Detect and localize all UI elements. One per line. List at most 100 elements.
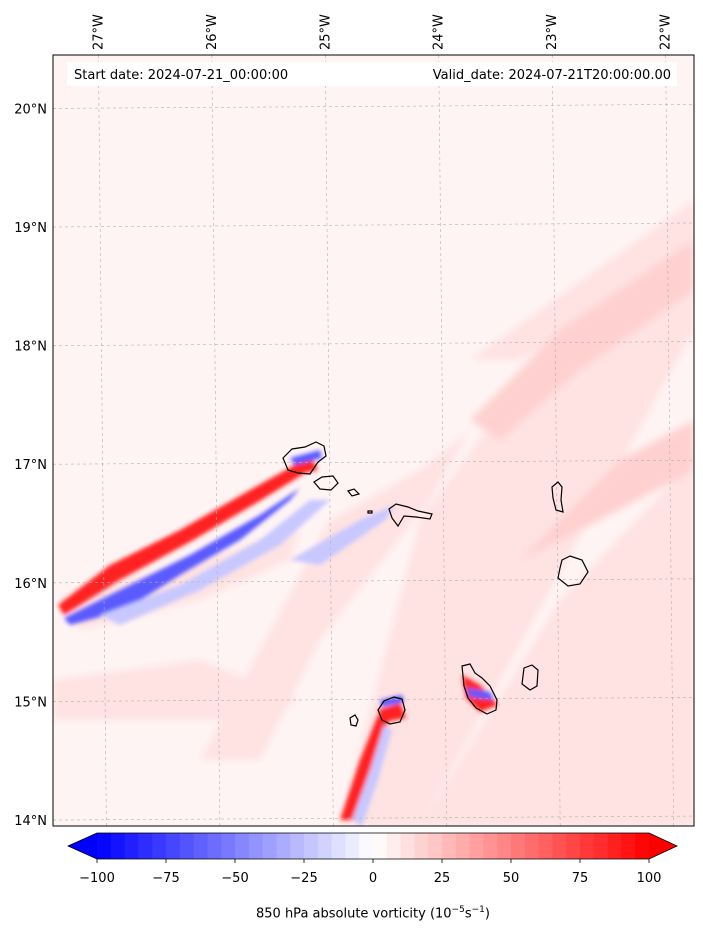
colorbar-tick-label: −100 xyxy=(79,871,115,886)
island-santo-antao xyxy=(282,441,327,475)
latitude-tick-label: 17°N xyxy=(14,458,47,473)
header-box xyxy=(67,62,677,86)
colorbar-segment xyxy=(124,833,139,859)
parallel-line xyxy=(53,578,694,584)
colorbar-extend-min xyxy=(68,833,97,859)
colorbar-segment xyxy=(317,833,333,859)
vorticity-field xyxy=(53,200,694,826)
colorbar-tick-label: 0 xyxy=(369,871,377,886)
island-sao-vicente xyxy=(313,475,339,491)
colorbar-segment xyxy=(566,833,581,859)
colorbar-segment xyxy=(635,833,650,859)
colorbar-segment xyxy=(552,833,567,859)
colorbar-segment xyxy=(607,833,622,859)
colorbar-tick-label: −25 xyxy=(290,871,317,886)
start-date-label: Start date: 2024-07-21_00:00:00 xyxy=(74,68,288,83)
colorbar-tick-label: −50 xyxy=(221,871,248,886)
colorbar-tick-label: 50 xyxy=(503,871,520,886)
colorbar-segment xyxy=(469,833,484,859)
island-branco xyxy=(367,510,373,514)
latitude-tick-label: 14°N xyxy=(14,814,47,829)
colorbar-segment xyxy=(497,833,512,859)
colorbar-segment xyxy=(97,833,112,859)
longitude-tick-label: 27°W xyxy=(91,14,106,50)
longitude-labels: 27°W 26°W 25°W 24°W 23°W 22°W xyxy=(91,14,673,50)
colorbar-segment xyxy=(428,833,443,859)
colorbar-segment xyxy=(248,833,264,859)
longitude-tick-label: 24°W xyxy=(432,14,447,50)
colorbar-segment xyxy=(538,833,553,859)
colorbar-segment xyxy=(138,833,153,859)
island-sal xyxy=(551,481,564,513)
colorbar-segment xyxy=(179,833,195,859)
colorbar-segment xyxy=(152,833,167,859)
latitude-labels: 14°N 15°N 16°N 17°N 18°N 19°N 20°N xyxy=(14,102,47,829)
colorbar-tick-label: 100 xyxy=(637,871,662,886)
meridian-line xyxy=(438,55,448,826)
longitude-tick-label: 25°W xyxy=(318,14,333,50)
colorbar-segment xyxy=(511,833,526,859)
colorbar-label: 850 hPa absolute vorticity (10−5s−1) xyxy=(256,905,490,922)
colorbar-segment xyxy=(580,833,595,859)
island-santiago xyxy=(461,663,498,715)
colorbar-tick-label: 75 xyxy=(572,871,589,886)
colorbar-segment xyxy=(359,833,374,859)
colorbar-segment xyxy=(524,833,540,859)
latitude-tick-label: 15°N xyxy=(14,695,47,710)
colorbar-segment xyxy=(593,833,609,859)
valid-date-label: Valid_date: 2024-07-21T20:00:00.00 xyxy=(433,68,671,83)
latitude-tick-label: 16°N xyxy=(14,577,47,592)
colorbar-extend-max xyxy=(649,833,677,859)
island-brava xyxy=(349,714,359,727)
colorbar-segment xyxy=(414,833,429,859)
latitude-tick-label: 20°N xyxy=(14,102,47,117)
island-maio xyxy=(521,664,539,691)
colorbar-segment xyxy=(290,833,305,859)
parallel-line xyxy=(53,341,694,346)
longitude-tick-label: 23°W xyxy=(545,14,560,50)
colorbar-tick-label: 25 xyxy=(434,871,451,886)
colorbar-segment xyxy=(207,833,222,859)
colorbar-segment xyxy=(262,833,277,859)
colorbar-segment xyxy=(455,833,471,859)
parallel-line xyxy=(53,459,694,465)
colorbar-segment xyxy=(442,833,457,859)
colorbar-segment xyxy=(400,833,415,859)
colorbar-segment xyxy=(221,833,236,859)
island-boa-vista xyxy=(557,555,589,587)
colorbar-tick-label: −75 xyxy=(152,871,179,886)
island-fogo xyxy=(377,696,406,725)
meridian-line xyxy=(551,55,561,826)
colorbar-segment xyxy=(386,833,402,859)
colorbar-segment xyxy=(166,833,181,859)
longitude-tick-label: 22°W xyxy=(659,14,674,50)
map-frame xyxy=(52,54,695,827)
colorbar: −100 −75 −50 −25 0 25 50 75 100 xyxy=(67,832,678,886)
graticule xyxy=(53,55,694,826)
colorbar-segment xyxy=(193,833,208,859)
latitude-tick-label: 18°N xyxy=(14,340,47,355)
colorbar-segment xyxy=(483,833,498,859)
colorbar-segment xyxy=(110,833,126,859)
colorbar-segment xyxy=(235,833,250,859)
colorbar-segment xyxy=(345,833,360,859)
longitude-tick-label: 26°W xyxy=(205,14,220,50)
meridian-line xyxy=(324,55,334,826)
colorbar-segment xyxy=(304,833,319,859)
parallel-line xyxy=(53,815,694,821)
meridian-line xyxy=(211,55,221,826)
meridian-line xyxy=(98,55,107,826)
latitude-tick-label: 19°N xyxy=(14,221,47,236)
parallel-line xyxy=(53,104,694,109)
parallel-line xyxy=(53,697,694,702)
shear-line xyxy=(58,450,498,826)
colorbar-segment xyxy=(373,833,388,859)
colorbar-segment xyxy=(276,833,291,859)
colorbar-segment xyxy=(621,833,636,859)
parallel-line xyxy=(53,222,694,228)
island-sao-nicolau xyxy=(388,503,433,528)
island-santa-luzia xyxy=(346,488,361,497)
colorbar-segment xyxy=(331,833,346,859)
coastlines xyxy=(282,441,589,727)
